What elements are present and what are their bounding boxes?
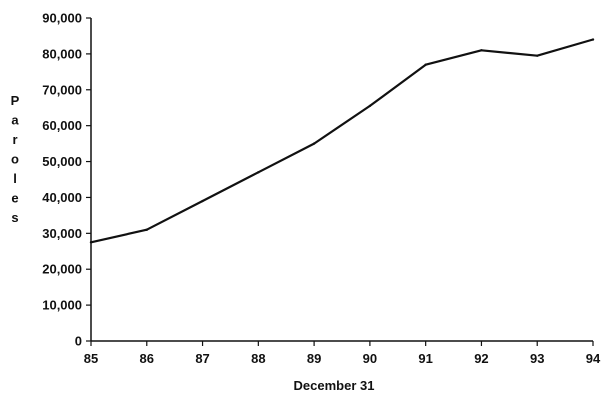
data-point xyxy=(424,63,427,66)
x-tick-label: 92 xyxy=(474,351,488,366)
y-tick-label: 40,000 xyxy=(42,190,82,205)
data-point xyxy=(201,199,204,203)
x-tick-label: 94 xyxy=(586,351,601,366)
data-point xyxy=(480,49,483,52)
y-axis-title-letter: r xyxy=(12,132,17,147)
x-tick-label: 87 xyxy=(195,351,209,366)
y-tick-label: 50,000 xyxy=(42,154,82,169)
y-axis-ticks: 0 10,000 20,000 30,000 40,000 50,000 60,000 70,… xyxy=(42,11,91,349)
y-axis-title-letter: P xyxy=(11,93,20,108)
x-tick-label: 85 xyxy=(84,351,98,366)
y-axis-title-letter: s xyxy=(11,210,18,225)
data-point xyxy=(591,38,595,41)
x-tick-label: 89 xyxy=(307,351,321,366)
y-tick-label: 30,000 xyxy=(42,226,82,241)
y-axis-title-letter: a xyxy=(11,113,19,128)
y-axis-title-letter: o xyxy=(11,152,19,167)
x-axis-title: December 31 xyxy=(294,378,375,393)
data-points xyxy=(89,38,595,244)
y-axis-title-letter: e xyxy=(11,191,18,206)
data-point xyxy=(89,241,93,244)
data-point xyxy=(145,228,148,231)
x-tick-label: 93 xyxy=(530,351,544,366)
series-line xyxy=(89,38,595,244)
data-point xyxy=(257,171,260,174)
y-tick-label: 90,000 xyxy=(42,11,82,26)
data-point xyxy=(368,104,372,108)
data-point xyxy=(312,142,316,145)
y-tick-label: 60,000 xyxy=(42,118,82,133)
y-tick-label: 0 xyxy=(75,334,82,349)
y-tick-label: 80,000 xyxy=(42,46,82,61)
x-tick-label: 90 xyxy=(363,351,377,366)
x-tick-label: 91 xyxy=(418,351,432,366)
x-axis-ticks: 85 86 87 88 89 90 91 92 93 94 xyxy=(84,341,601,366)
x-tick-label: 88 xyxy=(251,351,265,366)
data-point xyxy=(536,54,539,57)
y-tick-label: 20,000 xyxy=(42,262,82,277)
y-tick-label: 70,000 xyxy=(42,82,82,97)
x-tick-label: 86 xyxy=(140,351,154,366)
y-axis-title-letter: l xyxy=(13,171,17,186)
y-tick-label: 10,000 xyxy=(42,298,82,313)
